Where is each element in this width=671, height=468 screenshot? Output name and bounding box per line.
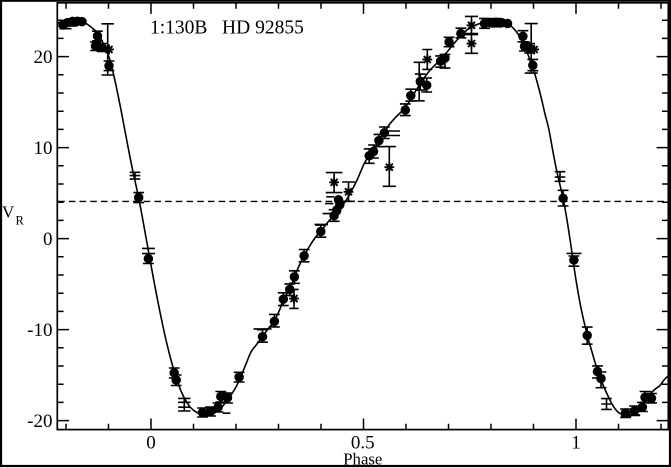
svg-text:R: R: [16, 214, 25, 228]
svg-text:1: 1: [571, 432, 581, 453]
svg-text:Phase: Phase: [343, 449, 382, 468]
svg-text:-20: -20: [27, 411, 52, 432]
svg-text:0: 0: [146, 432, 156, 453]
svg-text:1:130B HD 92855: 1:130B HD 92855: [150, 18, 304, 39]
svg-text:0.5: 0.5: [351, 432, 375, 453]
svg-text:10: 10: [34, 138, 53, 159]
svg-text:20: 20: [34, 47, 53, 68]
svg-text:V: V: [2, 202, 15, 221]
svg-text:0: 0: [43, 229, 53, 250]
svg-text:-10: -10: [27, 320, 52, 341]
